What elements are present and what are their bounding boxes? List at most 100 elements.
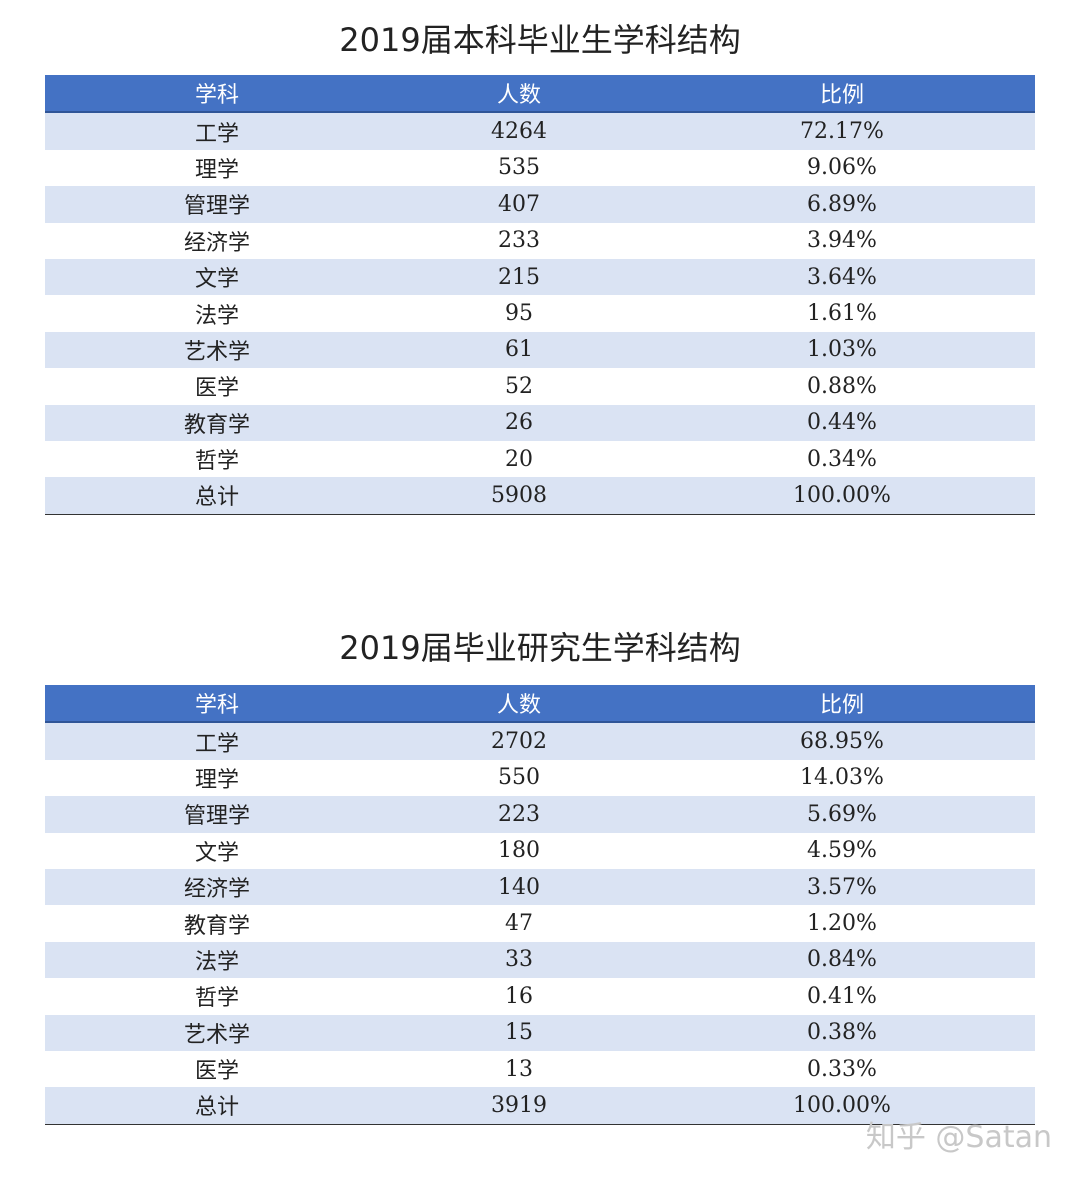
cell: 4.59% [807,838,877,864]
header-cell: 人数 [389,685,649,724]
table-row: 教育学 26 0.44% [45,404,1035,441]
cell: 艺术学 [45,1014,389,1051]
header-cell: 比例 [649,75,1035,114]
cell: 总计 [45,477,389,515]
table-row: 医学 13 0.33% [45,1051,1035,1087]
cell: 5908 [389,477,649,515]
table-row: 经济学 233 3.94% [45,223,1035,259]
cell: 文学 [194,840,239,866]
cell: 3919 [389,1087,649,1125]
cell: 医学 [194,376,239,402]
cell: 52 [505,373,533,399]
cell: 0.88% [807,373,877,399]
cell: 180 [498,838,540,864]
table-row: 工学 4264 72.17% [45,112,1035,150]
cell: 0.41% [807,983,877,1009]
cell: 管理学 [45,186,389,223]
cell: 215 [389,258,649,296]
cell: 2702 [389,722,649,760]
cell: 教育学 [183,913,250,939]
cell: 法学 [45,941,389,979]
cell: 6.89% [649,186,1035,223]
header-cell: 人数 [389,75,649,114]
cell: 法学 [194,303,239,329]
cell: 理学 [194,767,239,793]
cell: 47 [505,911,533,937]
cell: 哲学 [194,449,239,475]
data-table: 学科 人数 比例 工学 2702 68.95% 理学 550 14.03% 管理学 223 5.69%… [45,685,1035,1125]
cell: 140 [389,868,649,906]
table-row: 理学 535 9.06% [45,150,1035,186]
cell: 16 [505,983,533,1009]
cell: 1.61% [807,301,877,327]
cell: 3.64% [649,258,1035,296]
cell: 14.03% [800,765,884,791]
cell: 13 [505,1056,533,1082]
cell: 工学 [45,112,389,150]
header-cell: 比例 [649,685,1035,724]
data-table: 学科 人数 比例 工学 4264 72.17% 理学 535 9.06% 管理学 407 6.89% 经… [45,75,1035,515]
table-row: 文学 180 4.59% [45,833,1035,869]
cell: 经济学 [45,868,389,906]
table-row: 教育学 47 1.20% [45,905,1035,941]
watermark: 知乎 @Satan [865,1120,1052,1155]
table-row: 法学 95 1.61% [45,295,1035,331]
cell: 100.00% [649,1087,1035,1125]
cell: 3.94% [807,228,877,254]
cell: 5.69% [649,796,1035,833]
cell: 33 [389,941,649,979]
table-row: 法学 33 0.84% [45,941,1035,979]
table-row: 总计 3919 100.00% [45,1087,1035,1125]
table-row: 艺术学 15 0.38% [45,1014,1035,1051]
cell: 医学 [194,1059,239,1085]
cell: 61 [389,331,649,369]
cell: 经济学 [183,230,250,256]
table-title: 2019届毕业研究生学科结构 [339,629,741,667]
table-title: 2019届本科毕业生学科结构 [339,21,741,59]
cell: 4264 [389,112,649,150]
table-row: 工学 2702 68.95% [45,722,1035,760]
cell: 15 [389,1014,649,1051]
cell: 1.20% [807,911,877,937]
cell: 68.95% [649,722,1035,760]
table-row: 哲学 20 0.34% [45,441,1035,477]
table-row: 经济学 140 3.57% [45,868,1035,906]
cell: 0.38% [649,1014,1035,1051]
cell: 95 [505,301,533,327]
cell: 0.34% [807,446,877,472]
table-row: 总计 5908 100.00% [45,477,1035,515]
cell: 管理学 [45,796,389,833]
cell: 0.33% [807,1056,877,1082]
header-cell: 学科 [45,75,389,114]
cell: 407 [389,186,649,223]
cell: 0.44% [649,404,1035,441]
cell: 535 [498,155,540,181]
table-row: 管理学 407 6.89% [45,186,1035,223]
cell: 哲学 [194,986,239,1012]
cell: 0.84% [649,941,1035,979]
cell: 工学 [45,722,389,760]
header-row: 学科 人数 比例 [45,75,1035,114]
cell: 1.03% [649,331,1035,369]
header-cell: 学科 [45,685,389,724]
cell: 总计 [45,1087,389,1125]
cell: 9.06% [807,155,877,181]
table-row: 医学 52 0.88% [45,368,1035,404]
cell: 550 [498,765,540,791]
cell: 26 [389,404,649,441]
cell: 223 [389,796,649,833]
table-row: 文学 215 3.64% [45,258,1035,296]
table-row: 哲学 16 0.41% [45,978,1035,1014]
cell: 教育学 [45,404,389,441]
cell: 20 [505,446,533,472]
table-row: 理学 550 14.03% [45,760,1035,796]
table-row: 管理学 223 5.69% [45,796,1035,833]
cell: 233 [498,228,540,254]
table-row: 艺术学 61 1.03% [45,331,1035,369]
cell: 理学 [194,157,239,183]
cell: 3.57% [649,868,1035,906]
cell: 100.00% [649,477,1035,515]
cell: 艺术学 [45,331,389,369]
cell: 文学 [45,258,389,296]
